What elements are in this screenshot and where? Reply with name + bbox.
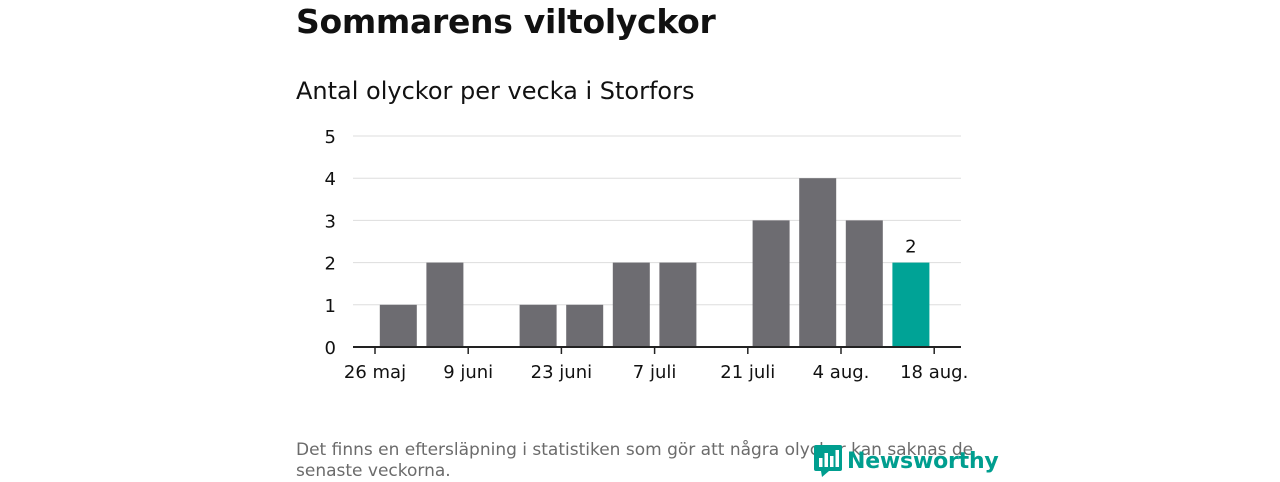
chart-card: Sommarens viltolyckor Antal olyckor per … [296, 0, 999, 481]
bar-v23 [426, 262, 464, 347]
bar-v27 [612, 262, 650, 347]
bar-v26 [566, 304, 604, 347]
bars [379, 178, 930, 347]
y-axis-ticks: 0 1 2 3 4 5 [325, 127, 336, 359]
data-label-last: 2 [905, 237, 916, 258]
x-tick-label: 7 juli [633, 362, 677, 383]
x-tick-label: 9 juni [443, 362, 493, 383]
y-tick-label: 1 [325, 296, 336, 317]
y-tick-label: 3 [325, 211, 336, 232]
bar-chart: 0 1 2 3 4 5 26 maj 9 juni 23 juni 7 juli 21 juli 4… [325, 127, 969, 383]
x-tick-label: 21 juli [720, 362, 775, 383]
data-labels: 2 [905, 237, 916, 258]
y-tick-label: 2 [325, 254, 336, 275]
newsworthy-logo[interactable]: Newsworthy [813, 444, 999, 478]
footnote: Det finns en eftersläpning i statistiken… [296, 440, 974, 481]
bar-v30 [752, 220, 790, 347]
bar-v25 [519, 304, 557, 347]
newsworthy-logo-text: Newsworthy [847, 448, 999, 474]
x-tick-label: 23 juni [531, 362, 592, 383]
x-tick-label: 26 maj [344, 362, 406, 383]
bar-v22 [379, 304, 417, 347]
bar-v32 [845, 220, 883, 347]
bar-v33 [892, 262, 930, 347]
x-tick-label: 18 aug. [900, 362, 968, 383]
bar-v28 [659, 262, 697, 347]
chart-subtitle: Antal olyckor per vecka i Storfors [296, 77, 695, 105]
x-tick-label: 4 aug. [813, 362, 870, 383]
newsworthy-logo-icon [814, 445, 842, 477]
y-tick-label: 0 [325, 338, 336, 359]
bar-v31 [799, 178, 837, 347]
chart-title: Sommarens viltolyckor [296, 2, 716, 41]
y-tick-label: 4 [325, 169, 336, 190]
x-axis: 26 maj 9 juni 23 juni 7 juli 21 juli 4 aug. 18… [344, 346, 968, 383]
y-tick-label: 5 [325, 127, 336, 148]
